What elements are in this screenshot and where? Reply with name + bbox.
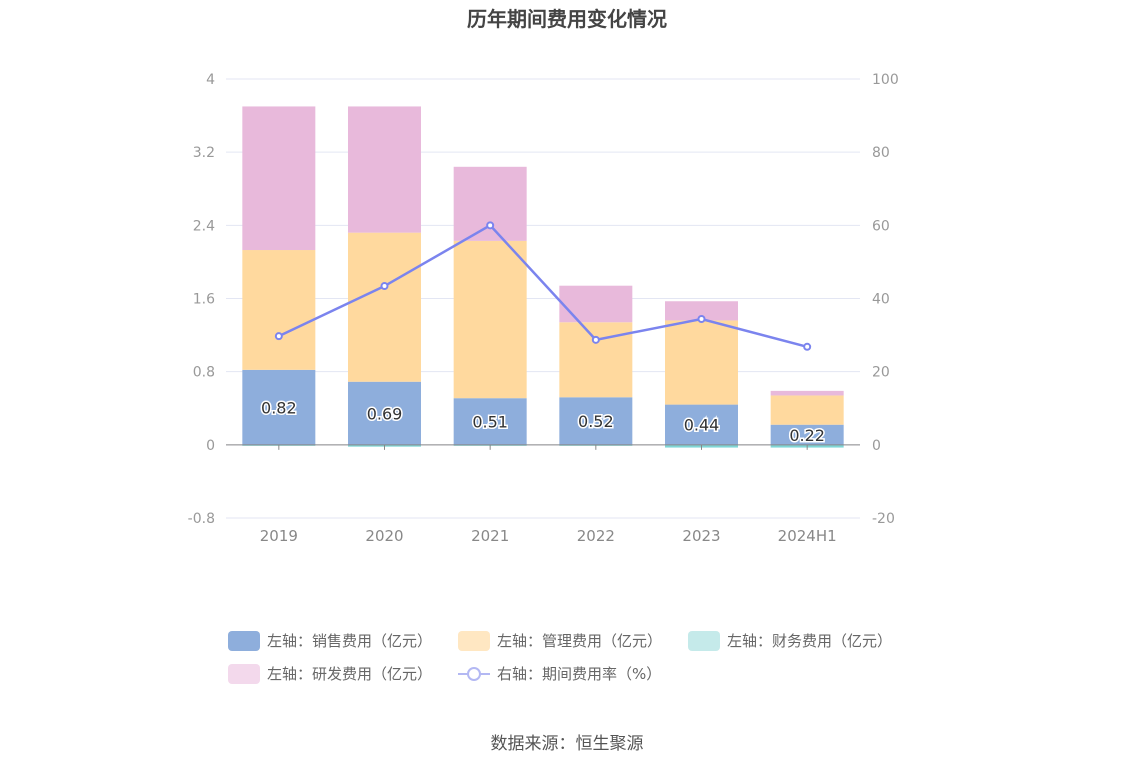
bar-segment: [665, 320, 738, 405]
bar-segment: [453, 240, 527, 399]
legend-item-sales[interactable]: 左轴：销售费用（亿元）: [228, 630, 432, 651]
bar-segment: [348, 106, 421, 233]
rate-point: [380, 282, 389, 291]
bar-segment: [453, 398, 527, 445]
rate-line-path: [278, 223, 808, 348]
x-axis: [226, 444, 860, 450]
left-tick-label: 4: [206, 72, 215, 88]
data-source: 数据来源：恒生聚源: [490, 734, 644, 754]
rate-point: [803, 342, 812, 351]
legend-label-sales: 左轴：销售费用（亿元）: [267, 632, 433, 650]
left-tick-label: 0: [206, 438, 215, 454]
x-axis-ticks: 2019 2020 2021 2022 2023 2024H1: [260, 527, 837, 545]
legend-item-rd[interactable]: 左轴：研发费用（亿元）: [228, 663, 432, 684]
rate-point: [697, 314, 706, 323]
left-tick-label: 2.4: [193, 218, 215, 234]
right-axis-ticks: -20 0 20 40 60 80 100: [872, 72, 899, 527]
legend-item-admin[interactable]: 左轴：管理费用（亿元）: [458, 630, 662, 651]
bar-value-label: 0.22: [789, 426, 825, 445]
legend-item-finance[interactable]: 左轴：财务费用（亿元）: [688, 630, 892, 651]
left-tick-label: 1.6: [193, 292, 215, 308]
bar-value-label: 0.51: [472, 413, 508, 432]
x-tick-label: 2020: [365, 527, 403, 545]
left-tick-label: 0.8: [193, 365, 215, 381]
bar-data-labels: 0.82 0.69 0.51 0.52 0.44 0.22: [260, 397, 827, 446]
rate-line: [274, 221, 812, 351]
bar-segment: [242, 106, 316, 251]
legend-swatch-admin: [458, 630, 490, 651]
right-tick-label: 100: [872, 72, 899, 88]
chart-title: 历年期间费用变化情况: [467, 7, 667, 31]
bar-value-label: 0.52: [578, 412, 614, 431]
legend-swatch-sales: [228, 630, 260, 651]
bar-segment: [770, 395, 844, 425]
bar-segment: [770, 390, 844, 396]
bar-segment: [665, 404, 738, 445]
rate-point: [274, 332, 283, 341]
bar-segment: [348, 381, 421, 445]
grid-lines: [226, 78, 860, 519]
right-tick-label: 0: [872, 438, 881, 454]
x-tick-label: 2024H1: [778, 527, 837, 545]
left-tick-label: 3.2: [193, 145, 215, 161]
legend-item-rate[interactable]: 右轴：期间费用率（%）: [458, 663, 661, 684]
x-tick-label: 2019: [260, 527, 298, 545]
x-tick-label: 2023: [682, 527, 720, 545]
left-axis-ticks: -0.8 0 0.8 1.6 2.4 3.2 4: [188, 72, 215, 527]
bar-segment: [665, 301, 738, 321]
bar-segment: [242, 369, 316, 445]
legend-line-icon: [458, 666, 490, 681]
right-tick-label: 80: [872, 145, 890, 161]
bar-value-label: 0.82: [261, 398, 297, 417]
right-tick-label: 60: [872, 218, 890, 234]
right-tick-label: 20: [872, 365, 890, 381]
bar-value-label: 0.69: [367, 404, 403, 423]
bar-value-label: 0.44: [684, 416, 720, 435]
legend-swatch-finance: [688, 630, 720, 651]
right-tick-label: 40: [872, 292, 890, 308]
bar-segment: [559, 397, 633, 445]
x-tick-label: 2022: [577, 527, 615, 545]
rate-point: [486, 221, 495, 230]
bars: [242, 106, 844, 448]
bar-segment: [242, 250, 316, 370]
bar-segment: [559, 285, 633, 323]
bar-segment: [453, 166, 527, 241]
legend-swatch-rd: [228, 663, 260, 684]
legend-label-rd: 左轴：研发费用（亿元）: [267, 665, 433, 683]
bar-segment: [770, 424, 844, 445]
legend-label-rate: 右轴：期间费用率（%）: [497, 665, 662, 683]
x-tick-label: 2021: [471, 527, 509, 545]
bar-segment: [348, 232, 421, 382]
legend-label-finance: 左轴：财务费用（亿元）: [727, 632, 893, 650]
legend-label-admin: 左轴：管理费用（亿元）: [497, 632, 663, 650]
right-tick-label: -20: [872, 511, 895, 527]
left-tick-label: -0.8: [188, 511, 215, 527]
rate-point: [591, 335, 600, 344]
